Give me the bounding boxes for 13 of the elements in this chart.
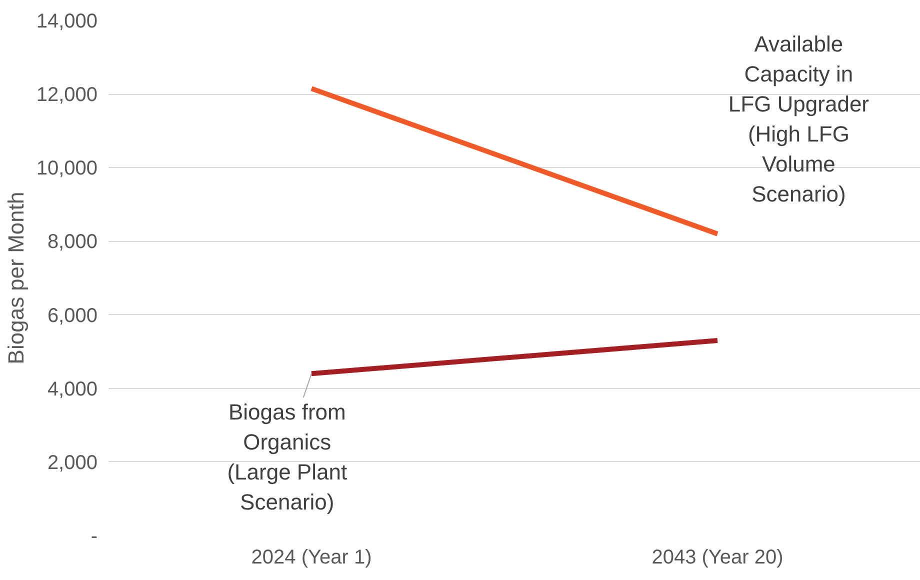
y-tick-label: 6,000 — [47, 304, 98, 327]
series-label: Biogas from Organics (Large Plant Scenario) — [227, 399, 348, 514]
y-tick-label: 12,000 — [36, 84, 98, 106]
x-tick-label: 2043 (Year 20) — [652, 546, 784, 568]
y-tick-label: 2,000 — [47, 452, 98, 474]
y-axis-title: Biogas per Month — [3, 192, 28, 364]
y-tick-label: - — [90, 526, 98, 548]
y-tick-label: 4,000 — [47, 378, 98, 400]
y-tick-label: 10,000 — [36, 158, 98, 180]
x-tick-label: 2024 (Year 1) — [251, 546, 372, 568]
y-tick-label: 14,000 — [36, 10, 98, 32]
y-tick-label: 8,000 — [47, 231, 98, 254]
series-label: Available Capacity in LFG Upgrader (High LFG Volume Scenario) — [728, 32, 870, 207]
